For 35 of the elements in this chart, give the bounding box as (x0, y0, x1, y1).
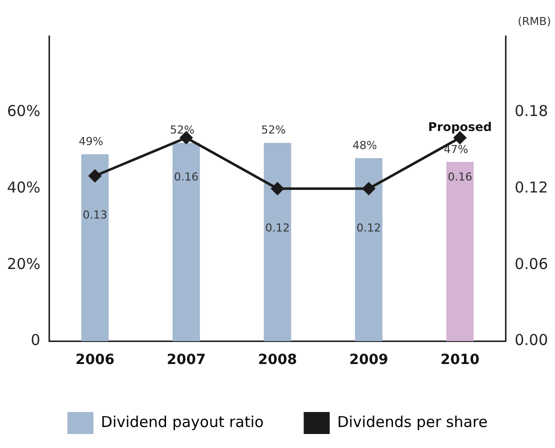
data-label: 48% (352, 138, 377, 152)
data-label: 0.16 (448, 170, 472, 184)
bar (264, 142, 292, 342)
annotation: Proposed (428, 120, 492, 134)
y-tick-label: 40% (6, 178, 40, 196)
data-label: 0.16 (174, 170, 198, 184)
y-tick-label: 0 (30, 331, 40, 350)
y2-axis-title: (RMB) (518, 14, 551, 28)
data-label: 0.13 (82, 208, 108, 222)
point (88, 170, 102, 182)
x-tick-label: 2009 (349, 352, 388, 368)
bar (172, 142, 200, 342)
data-label: 52% (261, 124, 286, 137)
data-label: 0.12 (356, 221, 381, 234)
y2-tick-label: 0.06 (514, 254, 548, 273)
bar (81, 154, 109, 342)
data-label: 49% (78, 135, 104, 148)
legend-label: Dividend payout ratio (100, 412, 264, 431)
legend-label: Dividends per share (337, 412, 488, 431)
x-tick-label: 2010 (440, 352, 480, 368)
point (271, 182, 284, 195)
x-tick-label: 2007 (166, 352, 206, 368)
x-tick-label: 2006 (75, 352, 114, 368)
bar (355, 158, 382, 342)
y2-tick-label: 0.00 (514, 331, 548, 350)
data-label: 47% (444, 142, 468, 156)
point (362, 182, 375, 195)
y2-tick-label: 0.18 (514, 102, 548, 120)
y-tick-label: 20% (6, 254, 40, 273)
y2-tick-label: 0.12 (514, 178, 548, 196)
y-tick-label: 60% (6, 102, 40, 120)
data-label: 52% (170, 124, 194, 137)
x-tick-label: 2008 (258, 352, 297, 368)
data-label: 0.12 (265, 221, 290, 234)
bar (446, 162, 474, 342)
